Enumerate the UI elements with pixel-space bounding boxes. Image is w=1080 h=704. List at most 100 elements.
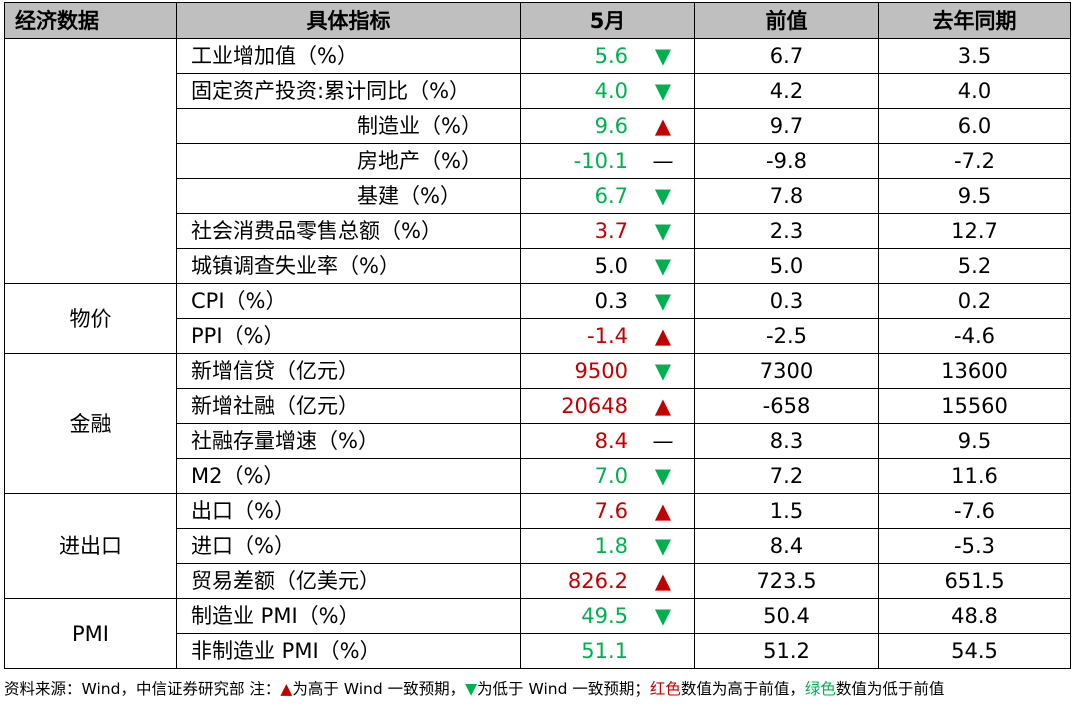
current-value-cell: 0.3 ▼ xyxy=(520,283,695,319)
footnote: 资料来源：Wind，中信证券研究部 注：▲为高于 Wind 一致预期，▼为低于 … xyxy=(4,677,944,699)
indicator-cell: CPI（%） xyxy=(176,283,521,319)
table-row: 物价 CPI（%） 0.3 ▼ 0.3 0.2 xyxy=(4,283,1071,354)
down-triangle-icon: ▼ xyxy=(654,604,672,628)
indicator-cell: PPI（%） xyxy=(176,318,521,354)
current-value: 51.1 xyxy=(581,639,628,663)
previous-value-cell: 7300 xyxy=(694,353,879,389)
header-previous: 前值 xyxy=(694,2,879,39)
up-triangle-icon: ▲ xyxy=(654,569,672,593)
current-value-cell: -10.1 — xyxy=(520,143,695,179)
current-value: 826.2 xyxy=(567,569,628,593)
last-year-value-cell: 0.2 xyxy=(878,283,1071,319)
current-value-cell: 8.4 — xyxy=(520,423,695,459)
previous-value-cell: 4.2 xyxy=(694,73,879,109)
table-row: 进口（%） 1.8 ▼ 8.4 -5.3 xyxy=(5,528,1071,564)
previous-value-cell: 1.5 xyxy=(694,493,879,529)
previous-value-cell: 723.5 xyxy=(694,563,879,599)
footnote-green-text: 数值为低于前值 xyxy=(835,680,945,698)
previous-value-cell: 50.4 xyxy=(694,598,879,634)
footnote-up-text: 为高于 Wind 一致预期， xyxy=(292,680,466,698)
indicator-cell: 工业增加值（%） xyxy=(176,38,521,74)
table-row: 工业增加值（%） 5.6 ▼ 6.7 3.5 xyxy=(4,38,1071,284)
current-value: -10.1 xyxy=(573,149,628,173)
current-value-cell: 1.8 ▼ xyxy=(520,528,695,564)
indicator-cell: 进口（%） xyxy=(176,528,521,564)
previous-value-cell: -2.5 xyxy=(694,318,879,354)
indicator-cell: 社融存量增速（%） xyxy=(176,423,521,459)
table-header-row: 经济数据 具体指标 5月 前值 去年同期 xyxy=(4,2,1071,39)
indicator-cell: 城镇调查失业率（%） xyxy=(176,248,521,284)
last-year-value-cell: 54.5 xyxy=(878,633,1071,669)
current-value: 9500 xyxy=(574,359,628,383)
last-year-value-cell: 9.5 xyxy=(878,423,1071,459)
current-value-cell: 826.2 ▲ xyxy=(520,563,695,599)
previous-value-cell: 5.0 xyxy=(694,248,879,284)
previous-value-cell: 51.2 xyxy=(694,633,879,669)
down-triangle-icon: ▼ xyxy=(654,464,672,488)
current-value: 8.4 xyxy=(594,429,628,453)
last-year-value-cell: -7.6 xyxy=(878,493,1071,529)
previous-value-cell: 0.3 xyxy=(694,283,879,319)
indicator-cell: 新增信贷（亿元） xyxy=(176,353,521,389)
current-value: 7.0 xyxy=(594,464,628,488)
current-value-cell: 5.6 ▼ xyxy=(520,38,695,74)
down-triangle-icon: ▼ xyxy=(654,254,672,278)
table-row: 新增社融（亿元） 20648 ▲ -658 15560 xyxy=(5,388,1071,424)
indicator-cell: 出口（%） xyxy=(176,493,521,529)
header-current-month: 5月 xyxy=(520,2,695,39)
up-triangle-icon: ▲ xyxy=(654,499,672,523)
category-cell: 金融 xyxy=(4,353,177,494)
footnote-source: 资料来源：Wind，中信证券研究部 注： xyxy=(4,680,281,698)
down-triangle-icon: ▼ xyxy=(465,680,478,698)
up-triangle-icon: ▲ xyxy=(654,114,672,138)
last-year-value-cell: 3.5 xyxy=(878,38,1071,74)
current-value: 9.6 xyxy=(594,114,628,138)
indicator-cell: 非制造业 PMI（%） xyxy=(176,633,521,669)
footnote-red-text: 数值为高于前值， xyxy=(680,680,805,698)
dash-icon: — xyxy=(652,429,674,453)
table-row: 金融 新增信贷（亿元） 9500 ▼ 7300 13600 xyxy=(4,353,1071,494)
last-year-value-cell: -4.6 xyxy=(878,318,1071,354)
current-value-cell: 4.0 ▼ xyxy=(520,73,695,109)
previous-value-cell: 8.3 xyxy=(694,423,879,459)
down-triangle-icon: ▼ xyxy=(654,359,672,383)
category-cell xyxy=(4,38,177,284)
current-value-cell: 7.0 ▼ xyxy=(520,458,695,494)
current-value: 5.6 xyxy=(594,44,628,68)
previous-value-cell: 6.7 xyxy=(694,38,879,74)
down-triangle-icon: ▼ xyxy=(654,79,672,103)
indicator-cell: 房地产（%） xyxy=(176,143,521,179)
current-value-cell: 3.7 ▼ xyxy=(520,213,695,249)
header-last-year: 去年同期 xyxy=(878,2,1071,39)
current-value-cell: 6.7 ▼ xyxy=(520,178,695,214)
dash-icon: — xyxy=(652,149,674,173)
table-row: 进出口 出口（%） 7.6 ▲ 1.5 -7.6 xyxy=(4,493,1071,599)
current-value: 7.6 xyxy=(594,499,628,523)
up-triangle-icon: ▲ xyxy=(280,680,293,698)
previous-value-cell: 7.2 xyxy=(694,458,879,494)
table-row: 城镇调查失业率（%） 5.0 ▼ 5.0 5.2 xyxy=(5,248,1071,284)
current-value: 5.0 xyxy=(594,254,628,278)
current-value-cell: 9500 ▼ xyxy=(520,353,695,389)
previous-value-cell: 9.7 xyxy=(694,108,879,144)
current-value-cell: 51.1 xyxy=(520,633,695,669)
last-year-value-cell: -5.3 xyxy=(878,528,1071,564)
current-value: 4.0 xyxy=(594,79,628,103)
table-row: 基建（%） 6.7 ▼ 7.8 9.5 xyxy=(5,178,1071,214)
category-cell: 物价 xyxy=(4,283,177,354)
current-value: 6.7 xyxy=(594,184,628,208)
table-row: PMI 制造业 PMI（%） 49.5 ▼ 50.4 48.8 xyxy=(4,598,1071,669)
up-triangle-icon: ▲ xyxy=(654,394,672,418)
indicator-cell: M2（%） xyxy=(176,458,521,494)
down-triangle-icon: ▼ xyxy=(654,534,672,558)
indicator-cell: 固定资产投资:累计同比（%） xyxy=(176,73,521,109)
last-year-value-cell: 15560 xyxy=(878,388,1071,424)
header-indicator: 具体指标 xyxy=(176,2,521,39)
current-value: 49.5 xyxy=(581,604,628,628)
category-cell: PMI xyxy=(4,598,177,669)
current-value-cell: 5.0 ▼ xyxy=(520,248,695,284)
current-value: 1.8 xyxy=(594,534,628,558)
last-year-value-cell: 6.0 xyxy=(878,108,1071,144)
indicator-cell: 制造业（%） xyxy=(176,108,521,144)
last-year-value-cell: 4.0 xyxy=(878,73,1071,109)
